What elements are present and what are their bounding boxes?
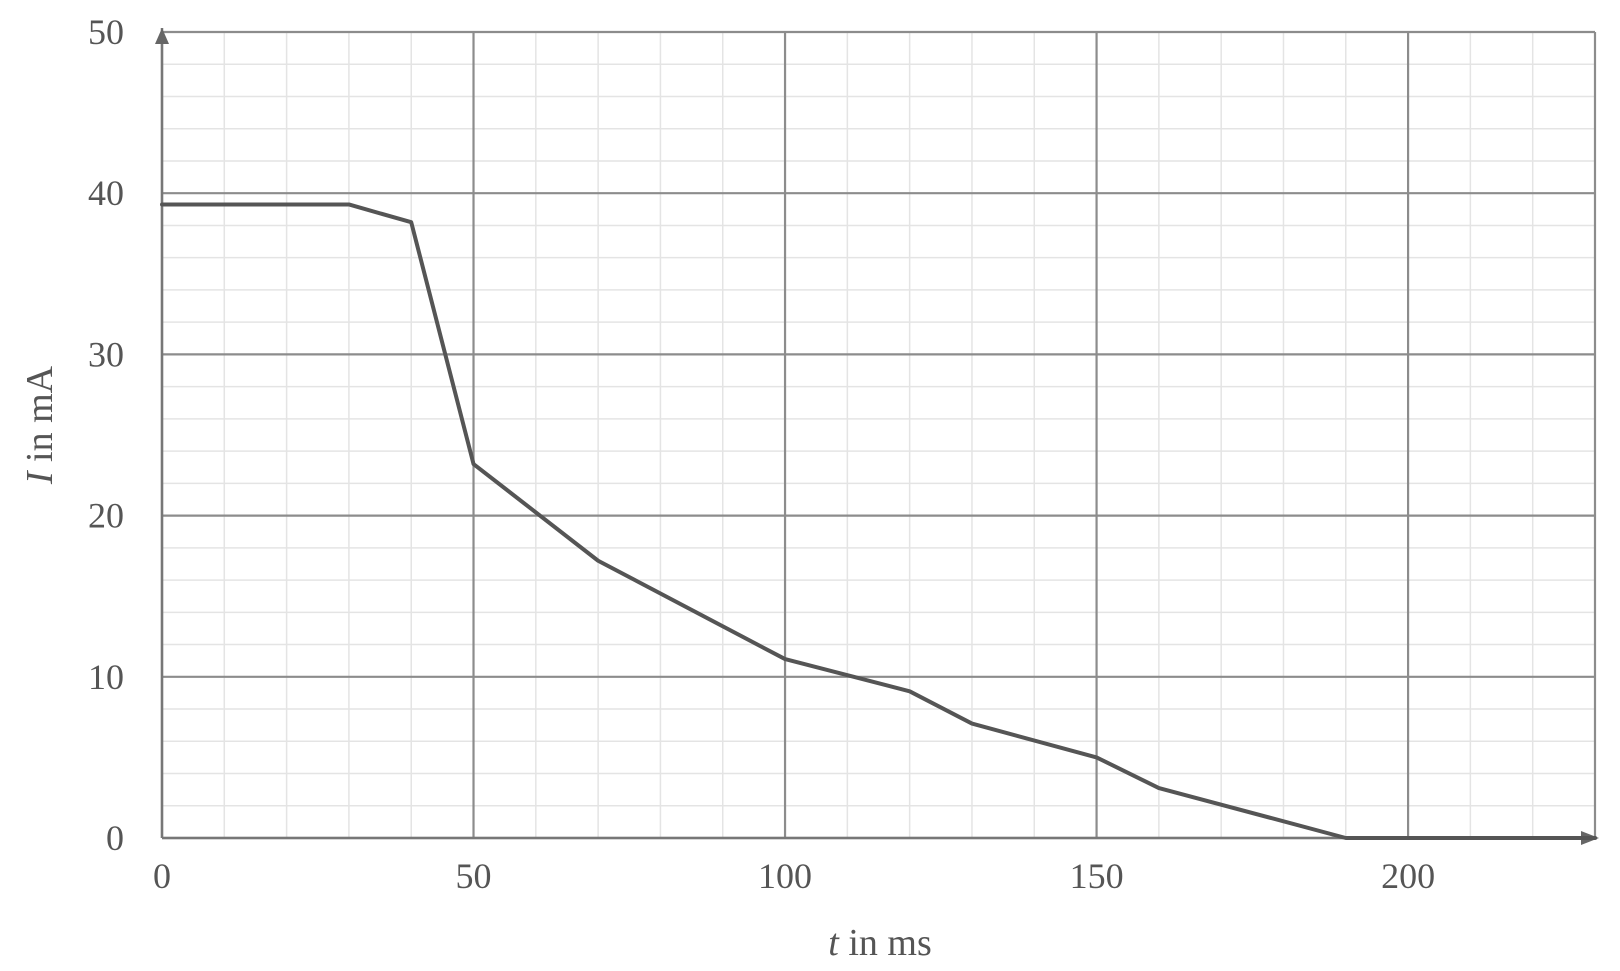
y-axis-unit-text: in mA [19, 365, 61, 471]
x-tick-label: 150 [1070, 856, 1124, 896]
x-axis-variable: t [828, 922, 840, 964]
tick-labels: 0 50 100 150 200 0 10 20 30 40 50 [88, 12, 1435, 896]
x-tick-label: 0 [153, 856, 171, 896]
minor-grid [161, 31, 1596, 839]
major-grid [160, 30, 1597, 840]
y-axis-arrow [155, 28, 169, 44]
series-line [160, 202, 1597, 840]
y-tick-label: 0 [106, 818, 124, 858]
y-tick-label: 30 [88, 334, 124, 374]
axis-titles: t in ms I in mA [19, 365, 932, 964]
y-tick-label: 40 [88, 173, 124, 213]
x-tick-label: 50 [456, 856, 492, 896]
y-tick-label: 10 [88, 657, 124, 697]
series-layer [160, 202, 1597, 840]
y-tick-label: 50 [88, 12, 124, 52]
x-axis-title: t in ms [828, 922, 931, 964]
y-axis-title: I in mA [19, 365, 61, 485]
y-axis-variable: I [19, 469, 61, 485]
x-tick-label: 200 [1381, 856, 1435, 896]
y-tick-label: 20 [88, 496, 124, 536]
x-axis-unit-text: in ms [839, 922, 932, 964]
axes [155, 28, 1599, 845]
x-tick-label: 100 [758, 856, 812, 896]
